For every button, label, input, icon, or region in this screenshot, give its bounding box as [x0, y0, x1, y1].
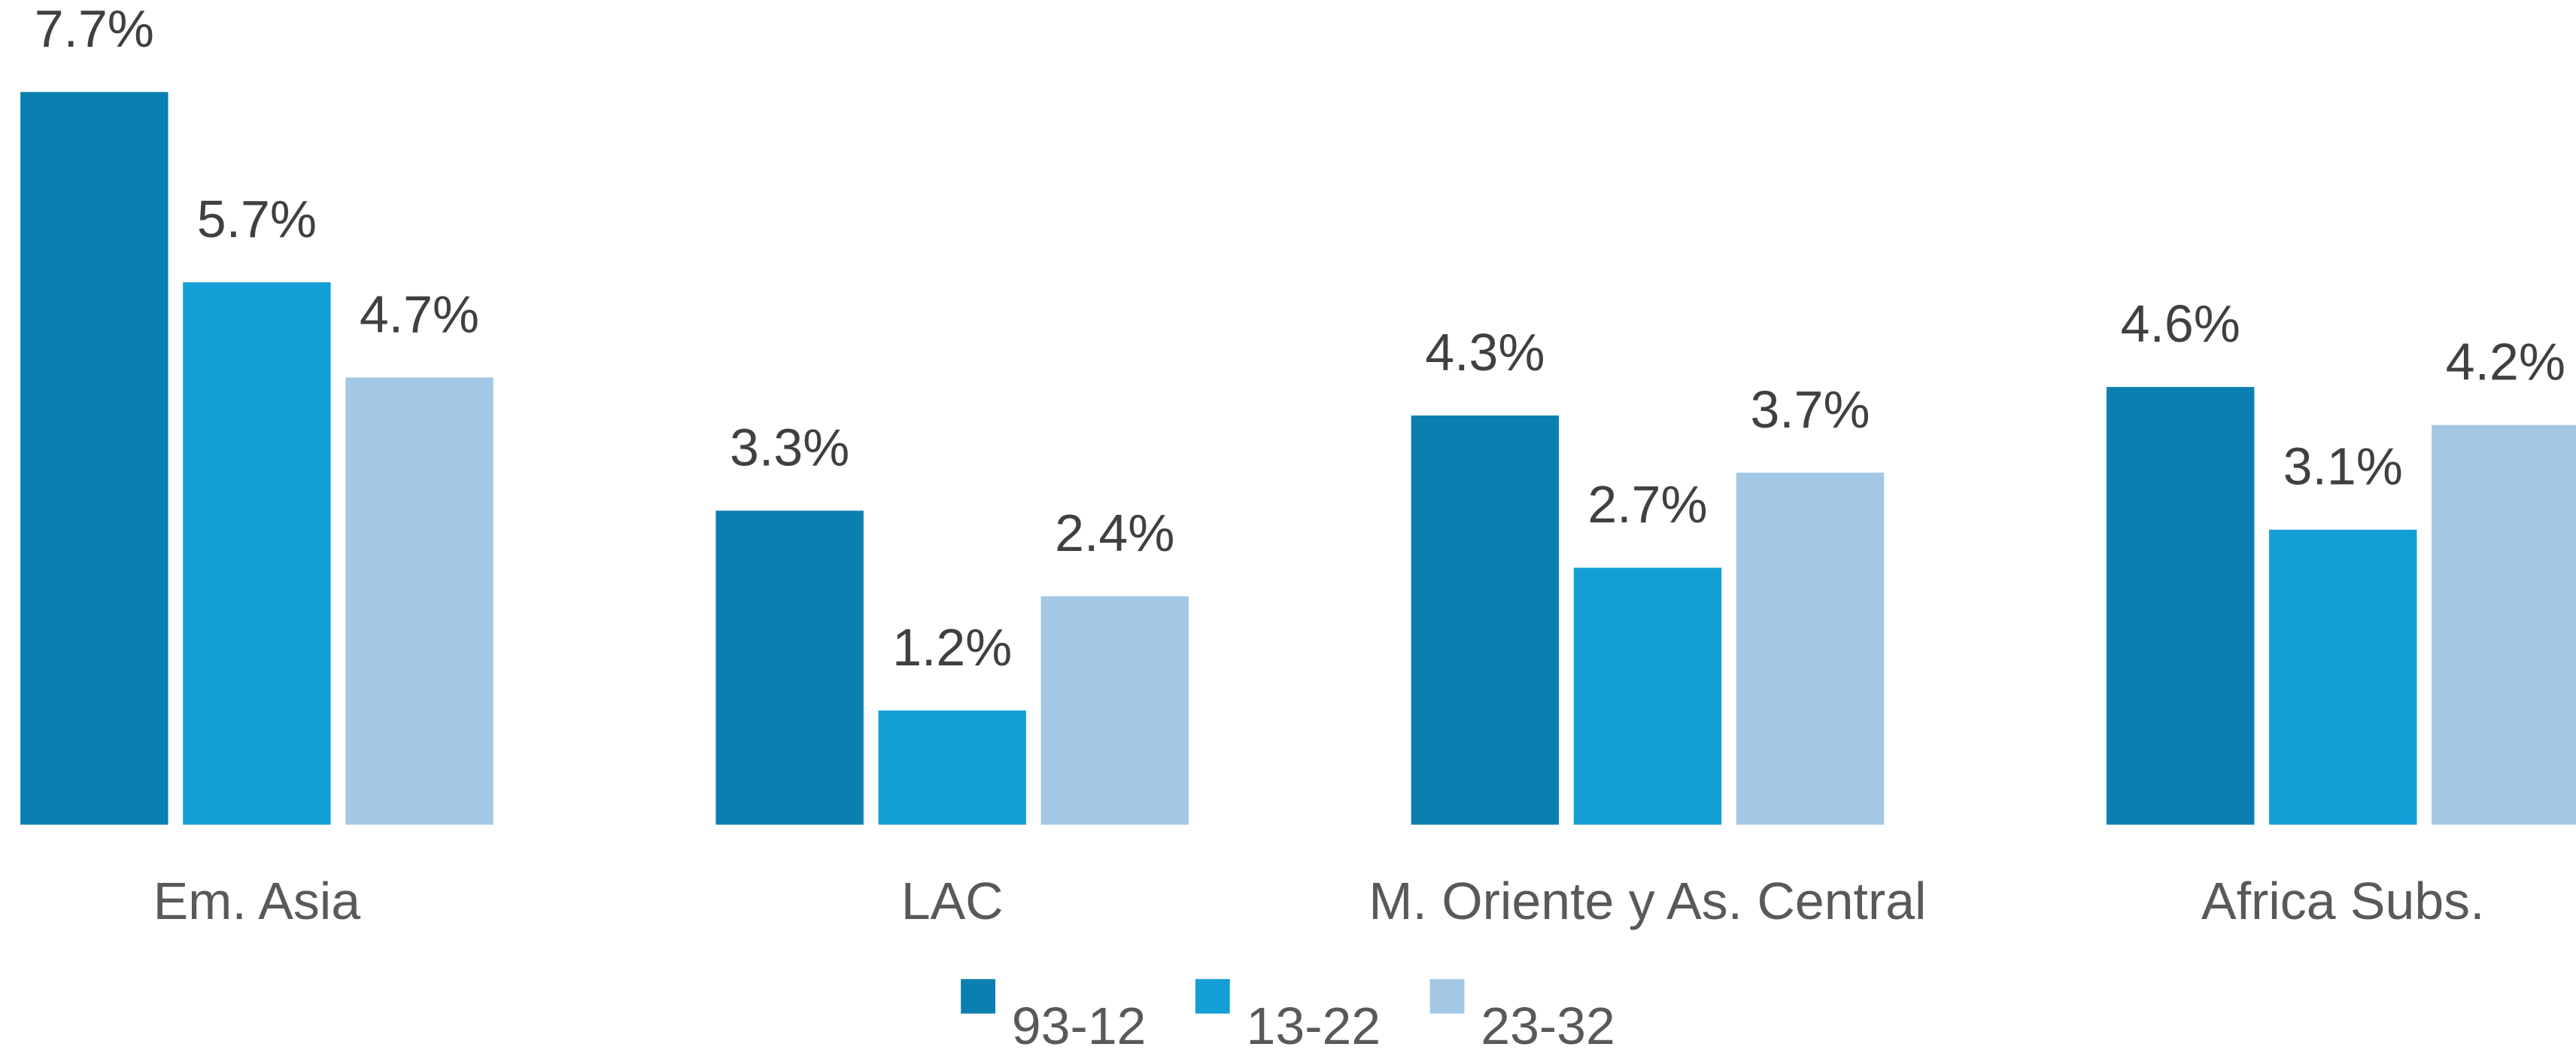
data-label: 4.2%: [2446, 333, 2565, 391]
bar: [183, 282, 331, 825]
data-label: 3.3%: [730, 418, 849, 476]
data-label: 4.3%: [1425, 323, 1545, 382]
bar: [715, 510, 864, 825]
data-label: 1.2%: [892, 618, 1012, 677]
legend-swatch: [1195, 978, 1230, 1014]
bar: [1040, 596, 1189, 825]
bar: [2432, 425, 2576, 825]
x-tick-label: Em. Asia: [153, 872, 361, 930]
legend-label: 23-32: [1481, 997, 1615, 1053]
bar: [878, 710, 1026, 825]
data-label: 4.7%: [360, 285, 479, 343]
legend-label: 93-12: [1012, 997, 1147, 1053]
legend-swatch: [961, 978, 995, 1014]
bar: [2106, 387, 2255, 825]
legend-swatch: [1429, 978, 1465, 1014]
data-label: 3.7%: [1750, 380, 1870, 439]
x-tick-label: Africa Subs.: [2201, 872, 2484, 930]
x-tick-label: LAC: [901, 872, 1004, 930]
bar: [2269, 529, 2417, 825]
data-label: 5.7%: [197, 190, 317, 248]
data-label: 2.7%: [1587, 475, 1707, 534]
bar: [1573, 568, 1722, 825]
x-tick-label: M. Oriente y As. Central: [1368, 872, 1926, 930]
bar: [20, 92, 169, 825]
bar: [1736, 472, 1885, 825]
data-label: 4.6%: [2121, 294, 2240, 353]
data-label: 3.1%: [2283, 437, 2403, 496]
bar: [345, 377, 494, 825]
bar: [1411, 415, 1560, 825]
data-label: 7.7%: [35, 0, 154, 58]
legend-label: 13-22: [1247, 997, 1381, 1053]
data-label: 2.4%: [1055, 504, 1174, 562]
